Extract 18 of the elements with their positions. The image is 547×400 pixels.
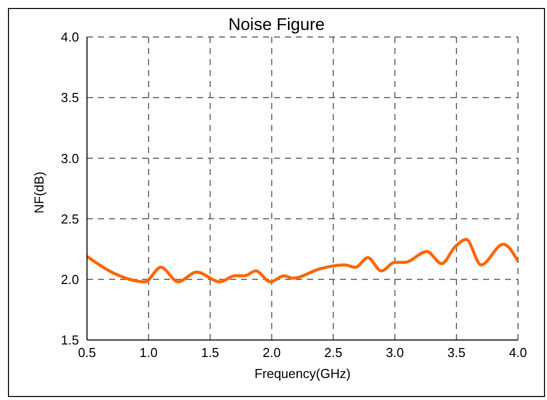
x-tick-label: 4.0 <box>508 345 528 360</box>
x-tick-label: 1.0 <box>140 345 158 360</box>
x-tick-label: 2.5 <box>324 345 342 360</box>
chart-title: Noise Figure <box>228 15 325 34</box>
x-tick-label: 3.0 <box>386 345 404 360</box>
x-tick-label: 0.5 <box>78 345 96 360</box>
y-tick-label: 2.0 <box>60 272 79 288</box>
y-tick-label: 3.5 <box>60 90 79 106</box>
y-tick-label: 4.0 <box>60 30 79 45</box>
line-series <box>87 238 518 284</box>
y-tick-label: 2.5 <box>60 211 79 226</box>
y-axis-title: NF(dB) <box>32 172 47 214</box>
x-tick-label: 1.5 <box>201 345 220 360</box>
x-tick-label: 3.5 <box>447 345 466 360</box>
y-tick-label: 1.5 <box>60 332 79 348</box>
x-axis-title: Frequency(GHz) <box>254 366 351 381</box>
y-tick-label: 3.0 <box>60 150 79 166</box>
x-tick-label: 2.0 <box>262 345 281 360</box>
